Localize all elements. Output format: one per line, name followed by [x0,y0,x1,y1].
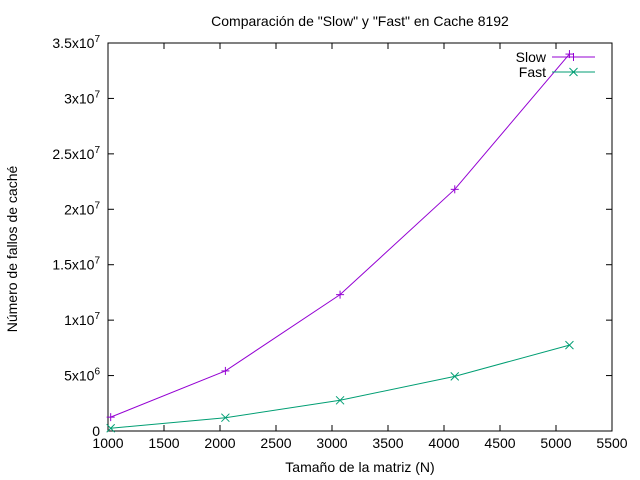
data-point-fast [450,371,460,381]
data-point-slow [106,413,115,422]
x-tick-label: 4000 [428,435,459,451]
data-point-fast [335,395,345,405]
x-tick-label: 2500 [260,435,291,451]
data-point-slow [221,366,230,375]
series-line-slow [110,53,570,418]
x-tick-label: 2000 [204,435,235,451]
x-tick-label: 1000 [92,435,123,451]
y-tick-exponent: 6 [94,367,100,378]
x-tick-label: 5000 [540,435,571,451]
data-point-fast [221,413,230,423]
y-tick-mantissa: 0 [92,423,100,439]
y-tick-mantissa: 2x10 [64,201,95,217]
y-tick-label: 3x107 [64,89,100,106]
y-tick-label: 1.5x107 [52,256,100,273]
y-tick-mantissa: 3.5x10 [52,35,94,51]
y-tick-exponent: 7 [94,311,100,322]
legend-label-slow: Slow [516,49,547,65]
y-tick-exponent: 7 [94,145,100,156]
plot-frame [107,42,613,432]
y-tick-exponent: 7 [94,34,100,45]
data-point-slow [450,185,459,194]
legend-label-fast: Fast [519,64,546,80]
y-tick-label: 0 [92,423,100,439]
data-point-slow [336,290,345,299]
x-tick-label: 4500 [484,435,515,451]
x-tick-label: 5500 [596,435,627,451]
x-tick-label: 3000 [316,435,347,451]
y-tick-mantissa: 1x10 [64,312,95,328]
y-tick-label: 5x106 [64,367,100,384]
y-tick-exponent: 7 [94,256,100,267]
legend-marker-fast [569,67,578,77]
x-tick-label: 3500 [372,435,403,451]
y-tick-mantissa: 3x10 [64,90,95,106]
legend-marker-slow [569,53,578,61]
y-tick-mantissa: 5x10 [64,368,95,384]
data-point-fast [565,340,574,350]
y-tick-label: 3.5x107 [52,34,100,51]
y-tick-label: 2x107 [64,200,100,217]
plot-area: 1000 1500 2000 2500 3000 3500 4000 4500 5000 5500… [52,34,627,451]
data-point-fast [106,423,116,433]
series-line-fast [110,344,570,429]
y-tick-label: 2.5x107 [52,145,100,162]
y-tick-exponent: 7 [94,89,100,100]
y-tick-mantissa: 1.5x10 [52,257,94,273]
y-tick-mantissa: 2.5x10 [52,146,94,162]
y-tick-exponent: 7 [94,200,100,211]
x-tick-label: 1500 [148,435,179,451]
chart-title: Comparación de "Slow" y "Fast" en Cache … [211,13,509,29]
x-axis-label: Tamaño de la matriz (N) [285,459,434,475]
y-tick-label: 1x107 [64,311,100,328]
y-axis-label: Número de fallos de caché [4,166,20,333]
